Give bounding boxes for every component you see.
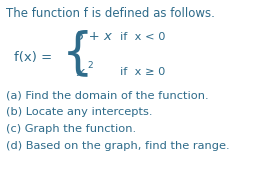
Text: 2: 2	[87, 60, 93, 70]
Text: (b) Locate any intercepts.: (b) Locate any intercepts.	[6, 107, 152, 117]
Text: (d) Based on the graph, find the range.: (d) Based on the graph, find the range.	[6, 141, 230, 151]
Text: f(x) =: f(x) =	[14, 51, 52, 63]
Text: if  x < 0: if x < 0	[120, 32, 166, 42]
Text: {: {	[62, 29, 94, 77]
Text: x: x	[76, 65, 84, 78]
Text: if  x ≥ 0: if x ≥ 0	[120, 67, 165, 77]
Text: (a) Find the domain of the function.: (a) Find the domain of the function.	[6, 90, 209, 100]
Text: The function f is defined as follows.: The function f is defined as follows.	[6, 7, 215, 20]
Text: 3 + x: 3 + x	[76, 31, 112, 43]
Text: (c) Graph the function.: (c) Graph the function.	[6, 124, 136, 134]
